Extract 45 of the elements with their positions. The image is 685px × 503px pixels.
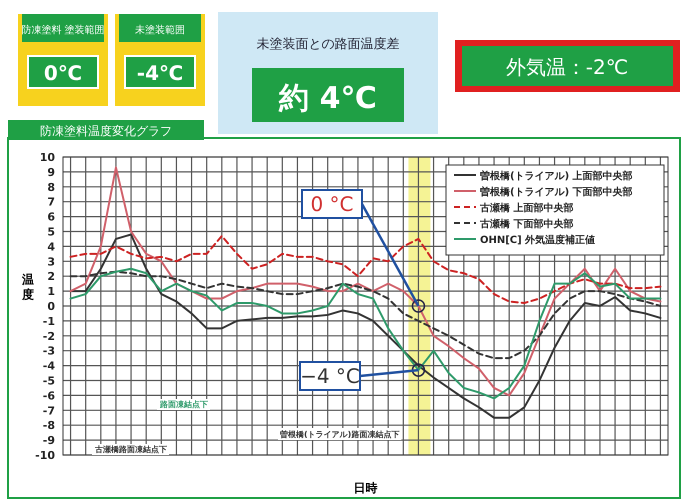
text: -4℃ — [136, 61, 184, 85]
y-tick-label: -4 — [42, 360, 56, 373]
y-tick-label: -7 — [42, 404, 55, 418]
annotation: 路面凍結点下 — [159, 400, 208, 409]
y-tick-label: -6 — [42, 389, 56, 402]
y-tick-label: 7 — [47, 196, 55, 209]
legend-label: 古瀬橋 下面部中央部 — [479, 218, 574, 230]
text: 未塗装範囲 — [135, 24, 185, 36]
line-series — [70, 233, 662, 419]
y-tick-label: 0 — [47, 300, 56, 313]
y-tick-label: -5 — [42, 374, 55, 388]
text: 未塗装面との路面温度差 — [256, 36, 400, 52]
chart-title: 防凍塗料温度変化グラフ — [40, 124, 172, 138]
annotation: 0 °C — [310, 192, 354, 216]
annotation: 古瀬橋路面凍結点下 — [94, 445, 167, 454]
y-tick-label: -3 — [42, 344, 55, 358]
y-tick-label: 8 — [47, 180, 55, 194]
annotation: 曽根橋(トライアル)路面凍結点下 — [280, 429, 400, 439]
line-series — [70, 234, 662, 304]
y-tick-label: -10 — [35, 449, 56, 462]
y-tick-label: 2 — [47, 270, 55, 284]
y-tick-label: 6 — [47, 210, 56, 224]
x-axis-title: 日時 — [354, 481, 378, 495]
legend-label: 曽根橋(トライアル) 下面部中央部 — [480, 186, 633, 198]
y-tick-label: 10 — [40, 151, 56, 164]
y-tick-label: -8 — [42, 419, 55, 432]
y-tick-label: 3 — [47, 255, 55, 268]
legend-label: 曽根橋(トライアル) 上面部中央部 — [480, 170, 633, 182]
text: 外気温：-2℃ — [506, 55, 628, 79]
line-series — [70, 166, 662, 396]
y-tick-label: 4 — [47, 240, 56, 254]
y-tick-label: -9 — [42, 434, 55, 448]
text: 約 4℃ — [278, 81, 377, 116]
y-tick-label: 9 — [47, 166, 55, 179]
y-tick-label: -2 — [42, 330, 55, 343]
y-tick-label: 5 — [47, 226, 55, 238]
text: 0℃ — [44, 61, 82, 85]
legend-label: OHN[C] 外気温度補正値 — [480, 234, 596, 246]
y-tick-label: 1 — [47, 285, 55, 298]
legend-label: 古瀬橋 上面部中央部 — [479, 202, 574, 214]
y-axis-title: 温度 — [21, 272, 34, 302]
annotation: −4 °C — [300, 364, 360, 388]
y-tick-label: -1 — [42, 314, 55, 328]
text: 防凍塗料 塗装範囲 — [21, 24, 105, 36]
line-series — [70, 268, 662, 400]
